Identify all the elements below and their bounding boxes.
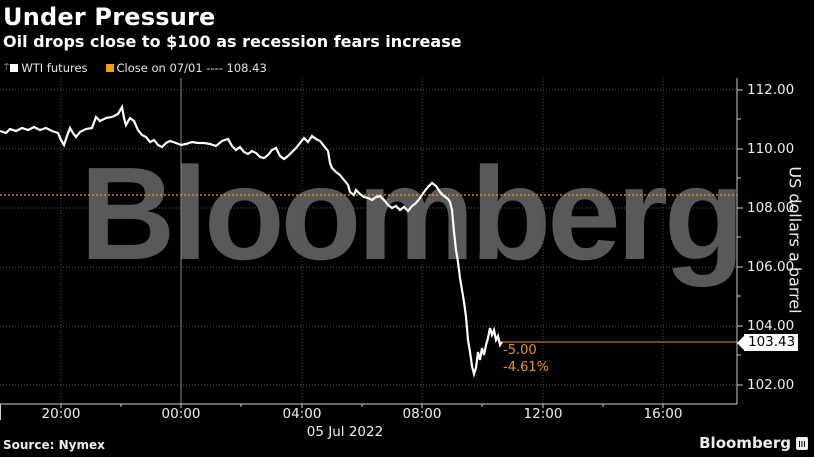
h-gridlines xyxy=(0,89,737,386)
legend-label-close: Close on 07/01 ---- 108.43 xyxy=(116,61,267,75)
change-percent: -4.61% xyxy=(503,360,549,375)
y-tick-label: 104.00 xyxy=(747,318,795,334)
bloomberg-watermark: Bloomberg xyxy=(80,140,745,287)
brand-name: Bloomberg xyxy=(699,434,791,452)
y-tick-label: 112.00 xyxy=(747,82,795,98)
legend-label-wti: WTI futures xyxy=(21,61,88,75)
legend-swatch-orange xyxy=(105,64,114,72)
legend: ⍑ WTI futures Close on 07/01 ---- 108.43 xyxy=(4,61,281,75)
x-tick-label: 00:00 xyxy=(161,406,201,422)
chart-subtitle: Oil drops close to $100 as recession fea… xyxy=(3,32,462,51)
wti-price-line xyxy=(0,103,503,378)
y-tick-label: 102.00 xyxy=(747,377,795,393)
x-tick-label: 20:00 xyxy=(41,406,81,422)
y-tick-label: 106.00 xyxy=(747,259,795,275)
y-axis-title: US dollars a barrel xyxy=(785,166,805,314)
y-tick-label: 108.00 xyxy=(747,200,795,216)
x-tick-label: 12:00 xyxy=(523,406,563,422)
change-absolute: -5.00 xyxy=(503,343,537,358)
drag-handle-icon: ⍑ xyxy=(4,63,10,73)
x-tick-label: 04:00 xyxy=(282,406,322,422)
x-axis-date: 05 Jul 2022 xyxy=(306,424,384,440)
source-note: Source: Nymex xyxy=(3,438,105,452)
chart-icon xyxy=(796,436,808,450)
v-gridlines xyxy=(60,78,664,404)
last-value-tag: 103.43 xyxy=(736,333,800,352)
x-ticks xyxy=(60,404,664,408)
y-tick-label: 110.00 xyxy=(747,141,795,157)
legend-swatch-white xyxy=(10,64,19,72)
x-tick-label: 08:00 xyxy=(402,406,442,422)
chart-title: Under Pressure xyxy=(3,3,216,31)
y-ticks xyxy=(737,89,743,386)
bloomberg-logo: Bloomberg xyxy=(699,434,808,452)
legend-item-wti[interactable]: ⍑ WTI futures xyxy=(4,61,88,75)
x-tick-label: 16:00 xyxy=(643,406,683,422)
legend-item-close[interactable]: Close on 07/01 ---- 108.43 xyxy=(105,61,267,75)
